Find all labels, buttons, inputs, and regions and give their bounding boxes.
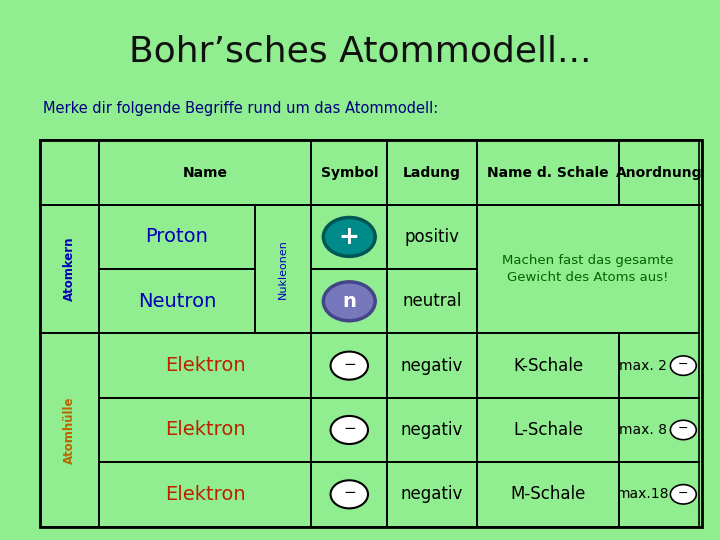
Text: Bohr’sches Atommodell...: Bohr’sches Atommodell... (129, 35, 591, 68)
Bar (387, 269, 477, 333)
Bar (387, 140, 477, 205)
Bar (477, 398, 619, 462)
Text: max. 8: max. 8 (619, 423, 667, 437)
Bar (387, 462, 477, 526)
Bar (387, 205, 477, 269)
Text: n: n (342, 292, 356, 311)
Bar (99, 140, 311, 205)
Text: negativ: negativ (401, 485, 463, 503)
Text: −: − (343, 421, 356, 436)
Text: Merke dir folgende Begriffe rund um das Atommodell:: Merke dir folgende Begriffe rund um das … (43, 100, 438, 116)
Bar (619, 140, 699, 205)
Bar (387, 398, 477, 462)
Text: −: − (678, 487, 688, 500)
Text: Ladung: Ladung (403, 166, 461, 180)
Text: Nukleonen: Nukleonen (278, 239, 288, 299)
Bar (311, 140, 387, 205)
Text: Neutron: Neutron (138, 292, 216, 311)
Text: Name d. Schale: Name d. Schale (487, 166, 609, 180)
Text: K-Schale: K-Schale (513, 356, 583, 375)
Bar (255, 205, 311, 333)
Circle shape (670, 356, 696, 375)
Circle shape (330, 352, 368, 380)
Circle shape (670, 420, 696, 440)
Bar (477, 462, 619, 526)
Bar (477, 140, 619, 205)
Text: Name: Name (183, 166, 228, 180)
Text: −: − (343, 356, 356, 372)
Bar (99, 398, 311, 462)
Bar (311, 462, 387, 526)
Bar (99, 462, 311, 526)
Text: L-Schale: L-Schale (513, 421, 583, 439)
Bar (619, 333, 699, 398)
Text: Atomkern: Atomkern (63, 237, 76, 301)
Bar (311, 398, 387, 462)
Text: Machen fast das gesamte
Gewicht des Atoms aus!: Machen fast das gesamte Gewicht des Atom… (503, 254, 674, 284)
Text: Elektron: Elektron (165, 485, 246, 504)
Bar (619, 462, 699, 526)
Text: −: − (343, 485, 356, 500)
Text: Anordnung: Anordnung (616, 166, 703, 180)
Bar (311, 269, 387, 333)
Text: max.18: max.18 (617, 487, 670, 501)
Bar (40, 333, 99, 526)
Bar (40, 140, 99, 205)
Text: positiv: positiv (405, 228, 459, 246)
Bar (40, 205, 99, 333)
Text: max. 2: max. 2 (619, 359, 667, 373)
Circle shape (323, 218, 375, 256)
Text: Atomhülle: Atomhülle (63, 396, 76, 464)
Bar (477, 333, 619, 398)
Bar (99, 333, 311, 398)
Bar (99, 269, 255, 333)
Bar (40, 140, 702, 205)
Bar (619, 398, 699, 462)
Text: +: + (339, 225, 360, 249)
Circle shape (670, 484, 696, 504)
Bar (387, 333, 477, 398)
Text: −: − (678, 358, 688, 371)
Circle shape (323, 282, 375, 321)
Circle shape (330, 480, 368, 508)
Text: −: − (678, 422, 688, 435)
Bar (477, 205, 699, 333)
Text: Elektron: Elektron (165, 421, 246, 440)
Text: Proton: Proton (145, 227, 209, 246)
Bar (40, 140, 702, 526)
Circle shape (330, 416, 368, 444)
Bar (99, 205, 255, 269)
Bar (311, 205, 387, 269)
Text: Elektron: Elektron (165, 356, 246, 375)
Text: neutral: neutral (402, 292, 462, 310)
Text: Symbol: Symbol (320, 166, 378, 180)
Text: negativ: negativ (401, 421, 463, 439)
Text: negativ: negativ (401, 356, 463, 375)
Text: M-Schale: M-Schale (510, 485, 585, 503)
Bar (311, 333, 387, 398)
